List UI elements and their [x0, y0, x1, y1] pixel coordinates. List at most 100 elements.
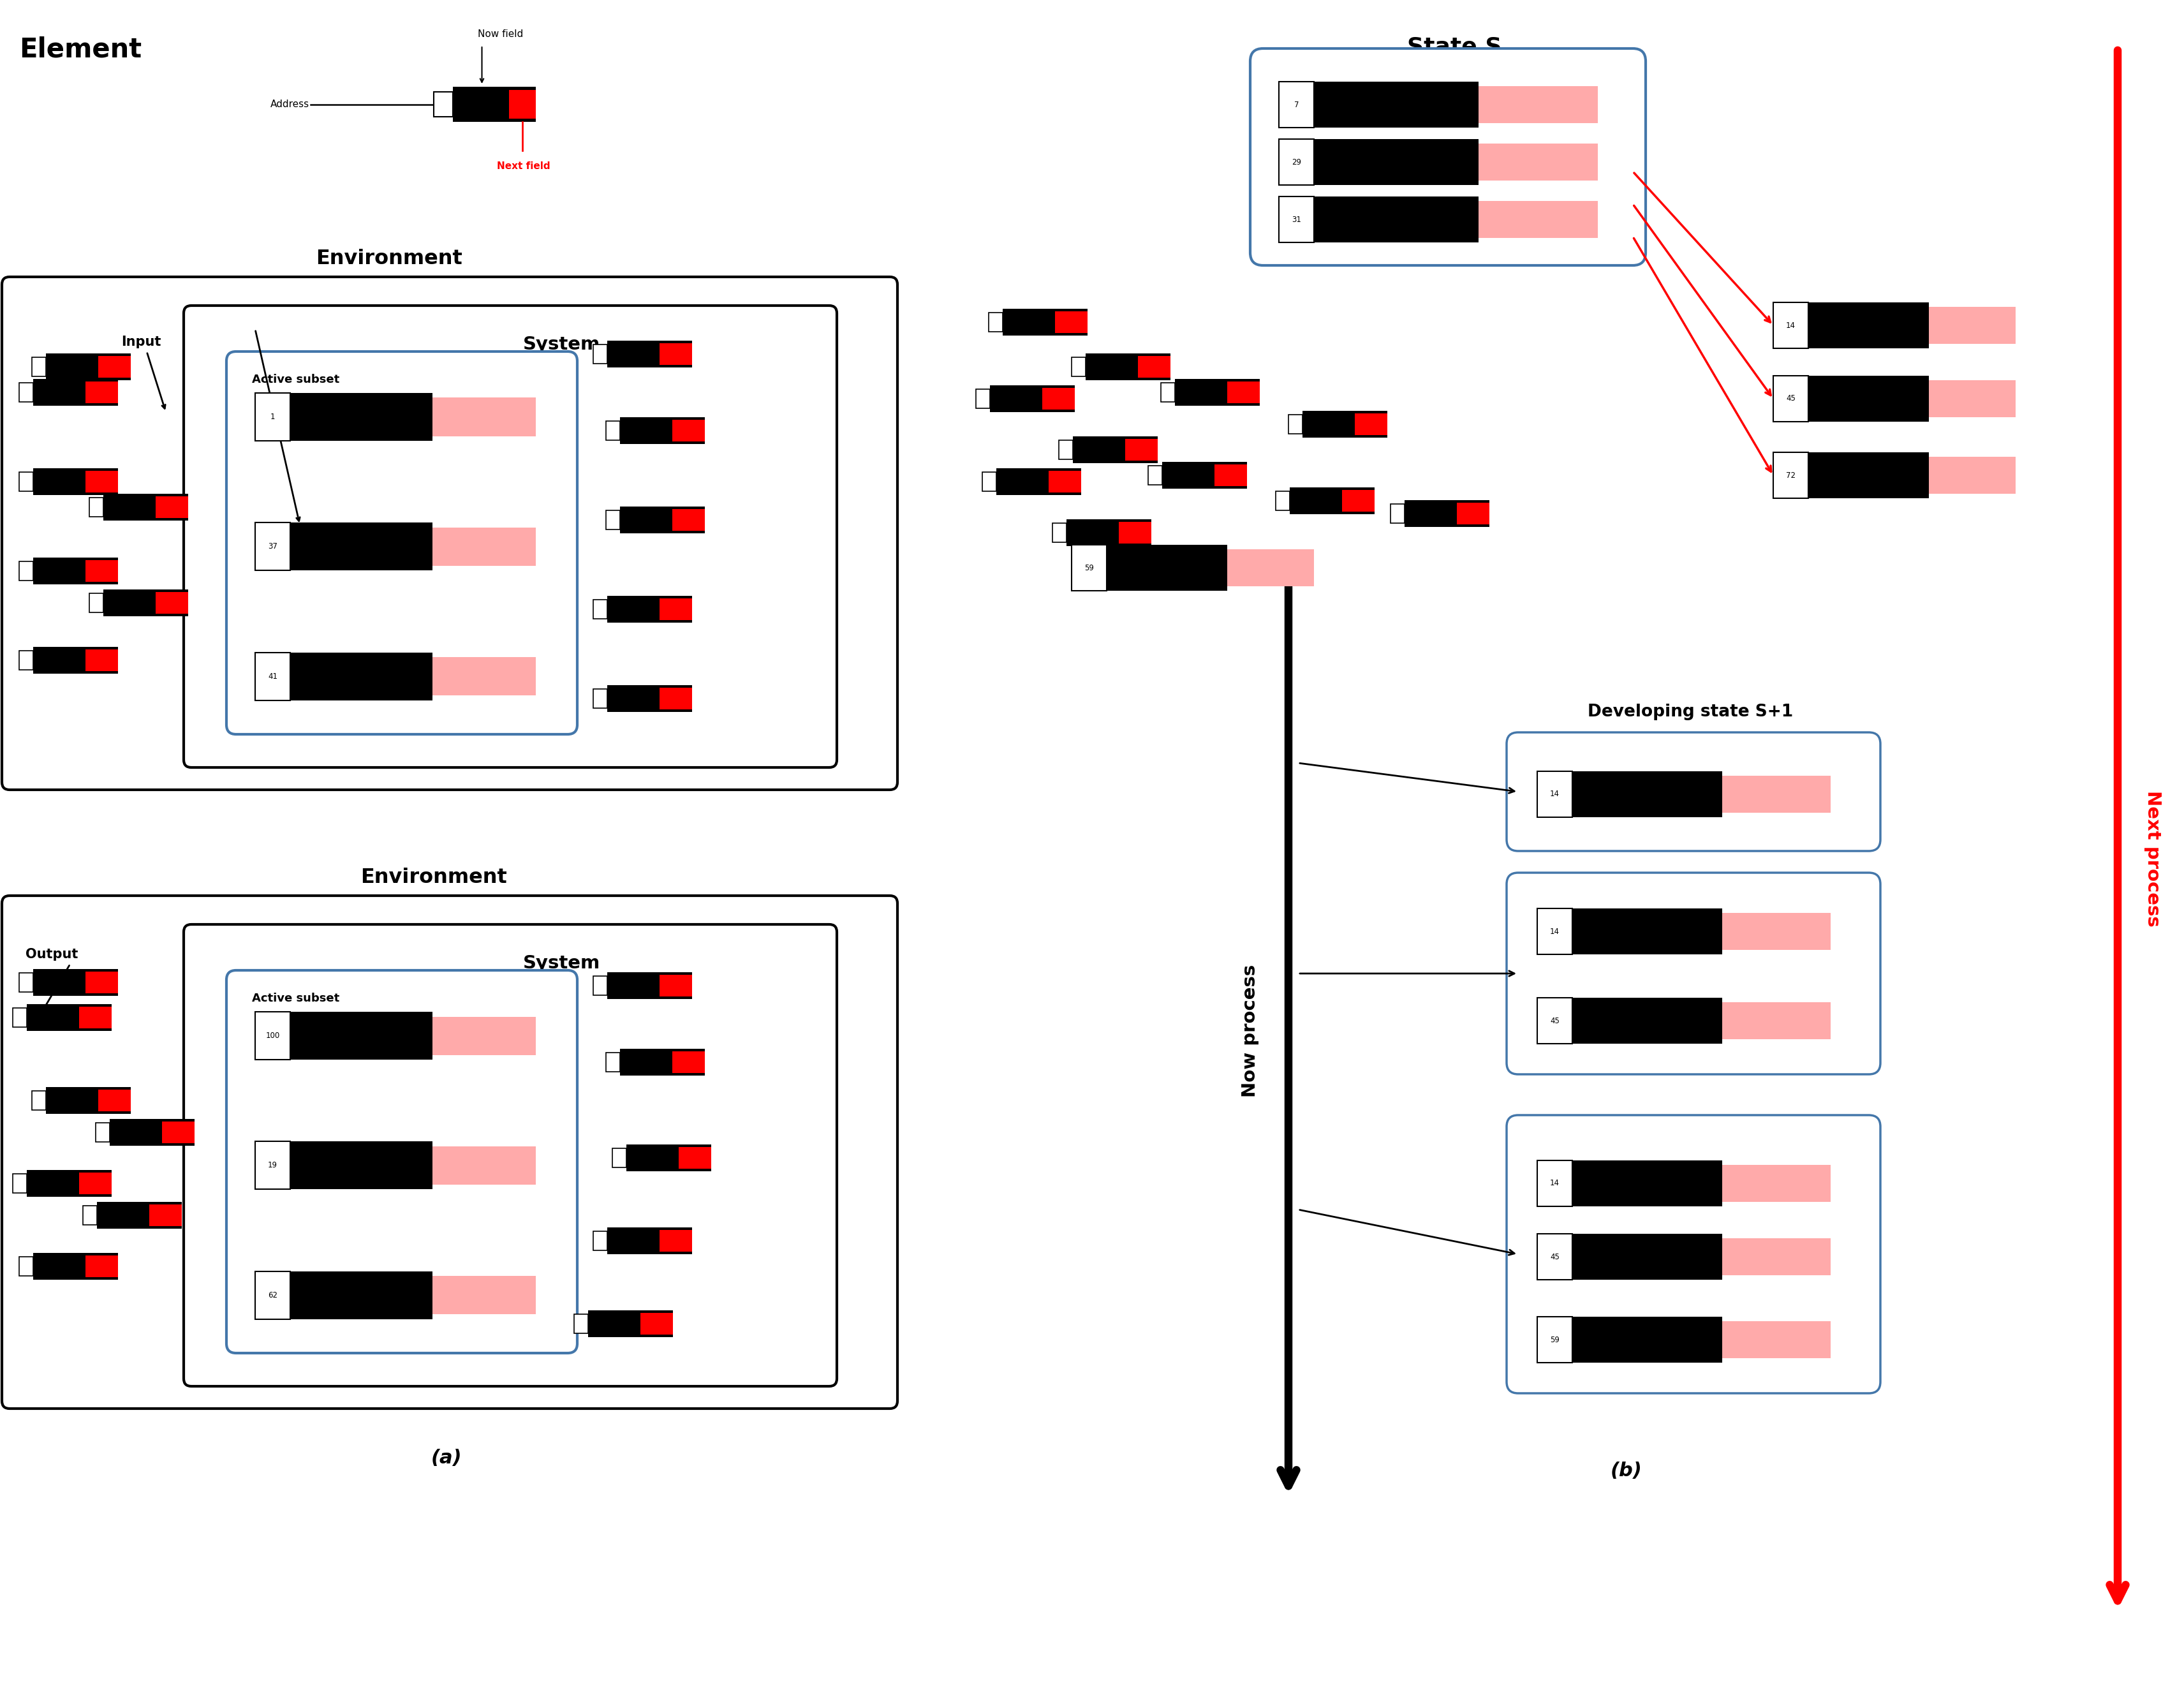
Bar	[1538, 1234, 1572, 1280]
Bar	[33, 468, 118, 495]
Bar	[432, 527, 535, 565]
Bar	[1479, 201, 1599, 238]
Bar	[20, 1256, 33, 1276]
Bar	[1538, 1317, 1572, 1362]
Text: Element: Element	[20, 35, 142, 62]
Bar	[1808, 452, 1928, 498]
Bar	[1928, 307, 2016, 344]
Bar	[1572, 1317, 1723, 1362]
Bar	[620, 506, 705, 533]
Text: 37: 37	[269, 542, 277, 550]
Bar	[1572, 1160, 1723, 1207]
Bar	[1315, 81, 1479, 128]
Bar	[1928, 457, 2016, 493]
Text: 100: 100	[266, 1031, 280, 1040]
Text: Environment: Environment	[360, 868, 507, 888]
Bar	[660, 976, 692, 996]
Bar	[607, 972, 692, 999]
Bar	[1280, 196, 1315, 243]
Bar	[640, 1313, 673, 1335]
Bar	[1042, 388, 1075, 410]
Bar	[607, 596, 692, 623]
Bar	[85, 560, 118, 582]
Bar	[1343, 490, 1374, 511]
Bar	[155, 496, 188, 518]
Bar	[1002, 309, 1088, 336]
Bar	[996, 468, 1081, 495]
Bar	[1354, 414, 1387, 436]
Bar	[162, 1121, 194, 1143]
Bar	[1723, 776, 1830, 812]
Bar	[1227, 381, 1260, 403]
Text: (b): (b)	[1610, 1462, 1642, 1480]
Bar	[155, 592, 188, 613]
Bar	[85, 471, 118, 493]
Bar	[612, 1148, 627, 1168]
Bar	[1808, 302, 1928, 348]
Bar	[1538, 771, 1572, 817]
Bar	[1055, 312, 1088, 333]
Bar	[1118, 522, 1151, 544]
Bar	[1928, 380, 2016, 417]
FancyBboxPatch shape	[1249, 49, 1647, 265]
Bar	[1125, 439, 1158, 461]
Bar	[673, 510, 705, 530]
Bar	[594, 689, 607, 709]
Bar	[1773, 376, 1808, 422]
Bar	[290, 393, 432, 441]
Bar	[594, 1231, 607, 1251]
Bar	[1072, 545, 1107, 591]
Text: 45: 45	[1551, 1016, 1559, 1025]
Bar	[79, 1006, 111, 1028]
Bar	[1723, 1165, 1830, 1202]
Bar	[290, 1271, 432, 1318]
Bar	[1457, 503, 1489, 525]
Bar	[594, 344, 607, 363]
Bar	[83, 1205, 96, 1225]
Bar	[1072, 437, 1158, 463]
Bar	[1280, 81, 1315, 128]
Bar	[90, 498, 103, 517]
Bar	[435, 93, 452, 116]
Bar	[432, 398, 535, 436]
Bar	[1404, 500, 1489, 527]
Text: Output: Output	[26, 949, 79, 960]
FancyBboxPatch shape	[227, 971, 577, 1354]
Bar	[607, 341, 692, 368]
Bar	[605, 1053, 620, 1072]
Bar	[574, 1313, 587, 1334]
Bar	[1479, 86, 1599, 123]
Bar	[1773, 452, 1808, 498]
Bar	[256, 523, 290, 571]
Bar	[605, 510, 620, 530]
Bar	[98, 1090, 131, 1111]
Bar	[256, 1141, 290, 1190]
Bar	[1053, 523, 1066, 542]
Bar	[1138, 356, 1171, 378]
Bar	[983, 473, 996, 491]
Bar	[256, 652, 290, 701]
Bar	[20, 383, 33, 402]
Text: 72: 72	[1787, 471, 1795, 479]
Bar	[1391, 505, 1404, 523]
Bar	[1572, 1234, 1723, 1280]
Text: Next process: Next process	[2145, 790, 2162, 927]
Bar	[673, 1052, 705, 1074]
Bar	[290, 1011, 432, 1060]
FancyBboxPatch shape	[1507, 1116, 1880, 1393]
Bar	[1723, 1003, 1830, 1040]
Bar	[149, 1205, 181, 1225]
Bar	[20, 473, 33, 491]
Bar	[1059, 441, 1072, 459]
FancyBboxPatch shape	[2, 896, 898, 1408]
Bar	[679, 1148, 712, 1168]
Bar	[660, 687, 692, 709]
Bar	[1214, 464, 1247, 486]
Bar	[1291, 488, 1374, 515]
Text: (a): (a)	[430, 1448, 463, 1467]
Bar	[1572, 908, 1723, 954]
Bar	[1572, 771, 1723, 817]
Text: 45: 45	[1787, 395, 1795, 403]
Bar	[33, 969, 118, 996]
Bar	[620, 417, 705, 444]
